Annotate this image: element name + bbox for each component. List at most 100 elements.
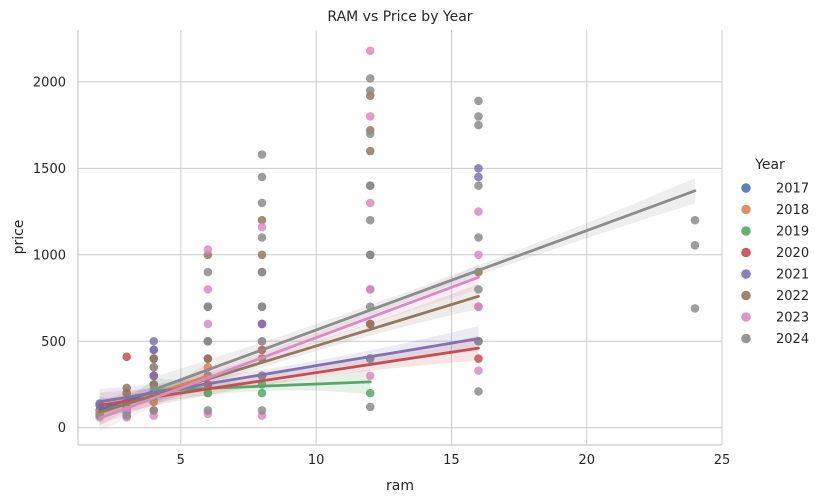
data-point-2020 xyxy=(474,354,483,363)
data-point-2023 xyxy=(203,245,213,254)
y-tick-label: 2000 xyxy=(33,75,66,90)
regression-line-2019 xyxy=(152,380,372,392)
data-point-2021 xyxy=(149,371,159,381)
data-point-2021 xyxy=(474,172,483,182)
y-tick-label: 500 xyxy=(41,335,66,350)
data-point-2022 xyxy=(203,354,213,363)
legend-marker-2019 xyxy=(741,226,751,236)
legend-label-2022: 2022 xyxy=(776,289,809,304)
data-point-2022 xyxy=(257,250,267,260)
data-point-2021 xyxy=(257,319,267,329)
data-point-2024 xyxy=(690,240,700,250)
legend-label-2017: 2017 xyxy=(776,182,809,197)
legend-label-2021: 2021 xyxy=(776,268,809,283)
data-point-2021 xyxy=(474,164,483,173)
y-tick-label: 1000 xyxy=(33,248,66,263)
plot-area xyxy=(77,30,723,446)
data-point-2022 xyxy=(365,319,375,329)
data-point-2024 xyxy=(365,250,375,260)
data-point-2021 xyxy=(149,336,159,346)
data-point-2019 xyxy=(203,388,213,398)
data-point-2023 xyxy=(474,207,483,216)
regression-line-2021 xyxy=(98,337,480,404)
data-point-2023 xyxy=(203,285,213,294)
legend-label-2024: 2024 xyxy=(776,332,809,347)
legend-marker-2022 xyxy=(741,290,751,301)
data-point-2024 xyxy=(474,112,483,121)
legend-marker-2024 xyxy=(741,333,751,344)
x-tick-label: 15 xyxy=(443,453,460,468)
data-point-2024 xyxy=(257,198,267,208)
legend-label-2019: 2019 xyxy=(776,225,809,240)
data-point-2024 xyxy=(149,362,159,372)
data-point-2023 xyxy=(257,222,267,232)
data-point-2024 xyxy=(257,302,267,311)
data-point-2023 xyxy=(365,285,375,294)
x-tick-labels: 5 10 15 20 25 xyxy=(177,453,731,468)
data-point-2024 xyxy=(690,304,700,313)
legend-marker-2020 xyxy=(741,247,751,258)
data-point-2023 xyxy=(365,112,375,121)
data-point-2023 xyxy=(474,302,483,311)
data-point-2024 xyxy=(365,181,375,190)
data-point-2024 xyxy=(474,285,483,294)
data-point-2022 xyxy=(149,354,159,363)
data-point-2023 xyxy=(203,319,213,329)
data-point-2024 xyxy=(474,181,483,190)
data-point-2024 xyxy=(203,302,213,311)
grid xyxy=(78,30,723,445)
data-point-2023 xyxy=(474,250,483,260)
data-point-2024 xyxy=(122,411,132,420)
y-tick-labels: 0 500 1000 1500 2000 xyxy=(33,75,66,436)
legend-label-2023: 2023 xyxy=(776,311,809,326)
legend-label-2018: 2018 xyxy=(776,203,809,218)
data-point-2024 xyxy=(365,402,375,412)
data-point-2023 xyxy=(365,371,375,381)
data-point-2024 xyxy=(203,406,213,415)
data-point-2024 xyxy=(365,215,375,225)
x-tick-label: 5 xyxy=(177,453,185,468)
data-point-2023 xyxy=(474,366,483,375)
data-point-2024 xyxy=(257,172,267,182)
data-point-2024 xyxy=(474,120,483,130)
data-point-2024 xyxy=(690,215,700,225)
data-point-2023 xyxy=(365,46,375,56)
data-point-2022 xyxy=(122,388,132,398)
data-point-2024 xyxy=(365,129,375,139)
y-axis-label: price xyxy=(11,220,27,255)
x-tick-label: 20 xyxy=(578,453,595,468)
data-point-2024 xyxy=(257,336,267,346)
y-tick-label: 0 xyxy=(58,421,66,436)
data-point-2019 xyxy=(257,388,267,398)
data-point-2024 xyxy=(365,86,375,95)
y-tick-label: 1500 xyxy=(33,162,66,177)
legend-label-2020: 2020 xyxy=(776,246,809,261)
regression-lines xyxy=(98,189,697,420)
legend: Year 2017 2018 2019 2020 2021 2022 2023 2024 xyxy=(741,157,809,347)
data-point-2024 xyxy=(203,336,213,346)
legend-marker-2023 xyxy=(741,312,751,322)
x-axis-label: ram xyxy=(386,478,414,494)
data-point-2019 xyxy=(365,388,375,398)
data-point-2024 xyxy=(257,233,267,242)
x-tick-label: 25 xyxy=(714,453,731,468)
x-tick-label: 10 xyxy=(308,453,325,468)
data-point-2024 xyxy=(257,267,267,277)
legend-marker-2017 xyxy=(741,183,751,193)
data-point-2023 xyxy=(365,198,375,208)
regression-line-2023 xyxy=(98,275,480,420)
data-point-2022 xyxy=(365,146,375,156)
data-point-2024 xyxy=(149,406,159,415)
data-point-2024 xyxy=(474,233,483,242)
regression-line-2022 xyxy=(98,294,480,414)
legend-items: 2017 2018 2019 2020 2021 2022 2023 2024 xyxy=(741,182,809,347)
data-point-2024 xyxy=(474,96,483,106)
data-point-2020 xyxy=(122,352,132,362)
data-point-2024 xyxy=(257,406,267,415)
data-point-2024 xyxy=(474,387,483,396)
data-point-2024 xyxy=(365,74,375,83)
data-point-2024 xyxy=(203,267,213,277)
data-point-2022 xyxy=(257,215,267,225)
legend-marker-2018 xyxy=(741,204,751,215)
